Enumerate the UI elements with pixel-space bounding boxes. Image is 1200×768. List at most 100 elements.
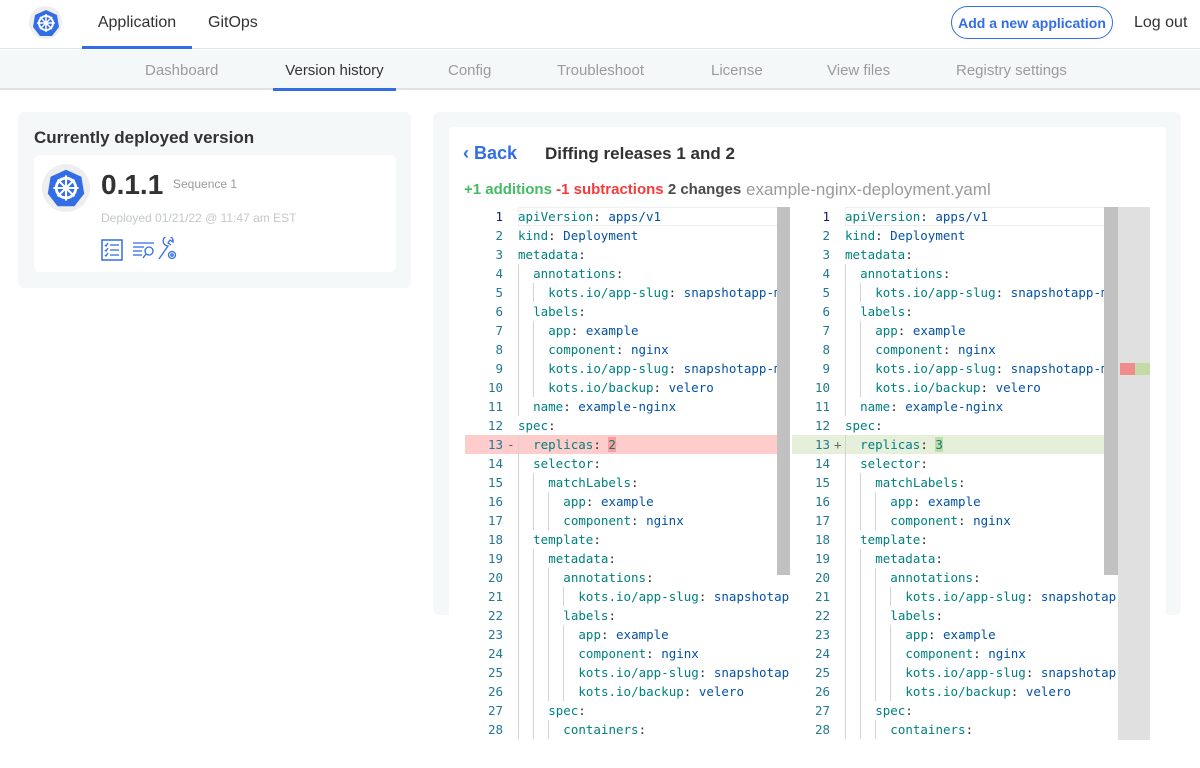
colon: : <box>995 361 1011 376</box>
colon: : <box>980 380 996 395</box>
colon: : <box>593 456 609 471</box>
colon: : <box>608 551 624 566</box>
indent-guide <box>518 359 519 378</box>
code-text: kots.io/backup: velero <box>548 378 714 397</box>
code-text: component: nginx <box>875 340 995 359</box>
code-text: kots.io/app-slug: snapshotapp-mu <box>548 359 789 378</box>
code-line: 20 annotations: <box>792 568 1118 587</box>
code-line: 3 metadata: <box>465 245 790 264</box>
indent-guide <box>845 359 846 378</box>
indent-guide <box>845 473 846 492</box>
code-line: 13- replicas: 2 <box>465 435 790 454</box>
left-scrollbar[interactable] <box>777 207 790 575</box>
indent-guide <box>845 454 846 473</box>
indent-guide <box>860 511 862 530</box>
current-line-highlight <box>845 207 1118 226</box>
tab-registry-settings[interactable]: Registry settings <box>956 62 1067 79</box>
tab-view-files[interactable]: View files <box>827 62 891 79</box>
yaml-value: snapshotapp-mu <box>1010 361 1117 376</box>
tab-troubleshoot[interactable]: Troubleshoot <box>557 62 644 79</box>
back-button[interactable]: ‹ Back <box>463 143 517 164</box>
yaml-key: template <box>860 532 921 547</box>
right-scrollbar[interactable] <box>1104 207 1118 575</box>
line-number: 7 <box>822 323 830 338</box>
indent-guide <box>890 663 892 682</box>
code-line: 13 + replicas: 3 <box>792 435 1118 454</box>
checklist-icon[interactable] <box>101 239 123 261</box>
yaml-key: app <box>563 494 586 509</box>
changes-count: 2 changes <box>667 181 742 198</box>
logout-link[interactable]: Log out <box>1134 14 1188 31</box>
troubleshoot-wrench-icon[interactable] <box>156 237 178 261</box>
indent-guide <box>533 549 535 568</box>
line-number: 2 <box>822 228 830 243</box>
kubernetes-logo-icon[interactable] <box>29 6 62 39</box>
colon: : <box>875 418 891 433</box>
yaml-key: app <box>578 627 601 642</box>
indent-guide <box>845 378 846 397</box>
diff-stats: +1 additions -1 subtractions 2 changes <box>464 181 741 198</box>
code-text: annotations: <box>860 264 958 283</box>
colon: : <box>570 323 586 338</box>
yaml-value: Deployment <box>890 228 966 243</box>
tab-dashboard[interactable]: Dashboard <box>145 62 219 79</box>
code-text: spec: <box>875 701 920 720</box>
code-line: 5 kots.io/app-slug: snapshotapp-mu <box>465 283 790 302</box>
code-line: 16 app: example <box>465 492 790 511</box>
logs-search-icon[interactable] <box>132 241 156 259</box>
indent-guide <box>533 625 535 644</box>
line-number: 28 <box>814 722 830 737</box>
code-text: component: nginx <box>905 644 1025 663</box>
code-line: 2 kind: Deployment <box>465 226 790 245</box>
diff-overview-ruler[interactable] <box>1118 207 1150 740</box>
yaml-key: apiVersion <box>845 209 921 224</box>
indent-guide <box>845 720 846 739</box>
tab-gitops[interactable]: GitOps <box>208 14 258 31</box>
indent-guide <box>533 644 535 663</box>
indent-guide <box>533 492 535 511</box>
code-text: app: example <box>905 625 995 644</box>
modified-editor-pane[interactable]: 1 apiVersion: apps/v1 2 kind: Deployment 3 me… <box>792 207 1118 740</box>
add-new-application-button[interactable]: Add a new application <box>951 6 1113 39</box>
code-line: 8 component: nginx <box>465 340 790 359</box>
indent-guide <box>518 492 519 511</box>
indent-guide <box>890 587 892 606</box>
code-text: matchLabels: <box>548 473 646 492</box>
code-text: kots.io/backup: velero <box>875 378 1041 397</box>
indent-guide <box>875 568 877 587</box>
original-editor-pane[interactable]: 1 apiVersion: apps/v1 2 kind: Deployment 3 me… <box>465 207 790 740</box>
tab-config[interactable]: Config <box>448 62 492 79</box>
line-number: 2 <box>495 228 503 243</box>
indent-guide <box>518 549 519 568</box>
colon: : <box>965 722 981 737</box>
code-text: kots.io/app-slug: snapshotapp-mu <box>548 283 789 302</box>
code-line: 7 app: example <box>792 321 1118 340</box>
code-line: 18 template: <box>792 530 1118 549</box>
tab-license[interactable]: License <box>711 62 763 79</box>
code-text: kots.io/backup: velero <box>578 682 744 701</box>
card-title: Currently deployed version <box>34 128 255 147</box>
indent-guide <box>548 511 550 530</box>
code-text: kind: Deployment <box>845 226 965 245</box>
line-number: 10 <box>814 380 830 395</box>
colon: : <box>668 361 684 376</box>
line-number: 8 <box>822 342 830 357</box>
tab-application[interactable]: Application <box>82 0 192 49</box>
line-number: 11 <box>814 399 830 414</box>
line-number: 26 <box>487 684 503 699</box>
code-line: 23 app: example <box>792 625 1118 644</box>
tab-version-history[interactable]: Version history <box>273 50 396 91</box>
indent-guide <box>518 568 519 587</box>
line-number: 19 <box>487 551 503 566</box>
indent-guide <box>548 568 550 587</box>
line-number: 21 <box>487 589 503 604</box>
colon: : <box>630 475 647 490</box>
code-text: apiVersion: apps/v1 <box>518 207 661 226</box>
deployed-timestamp: Deployed 01/21/22 @ 11:47 am EST <box>101 211 297 225</box>
colon: : <box>646 646 662 661</box>
line-number: 16 <box>487 494 503 509</box>
code-text: component: nginx <box>563 511 683 530</box>
colon: : <box>683 684 699 699</box>
colon: : <box>905 247 921 262</box>
yaml-key: component <box>578 646 647 661</box>
